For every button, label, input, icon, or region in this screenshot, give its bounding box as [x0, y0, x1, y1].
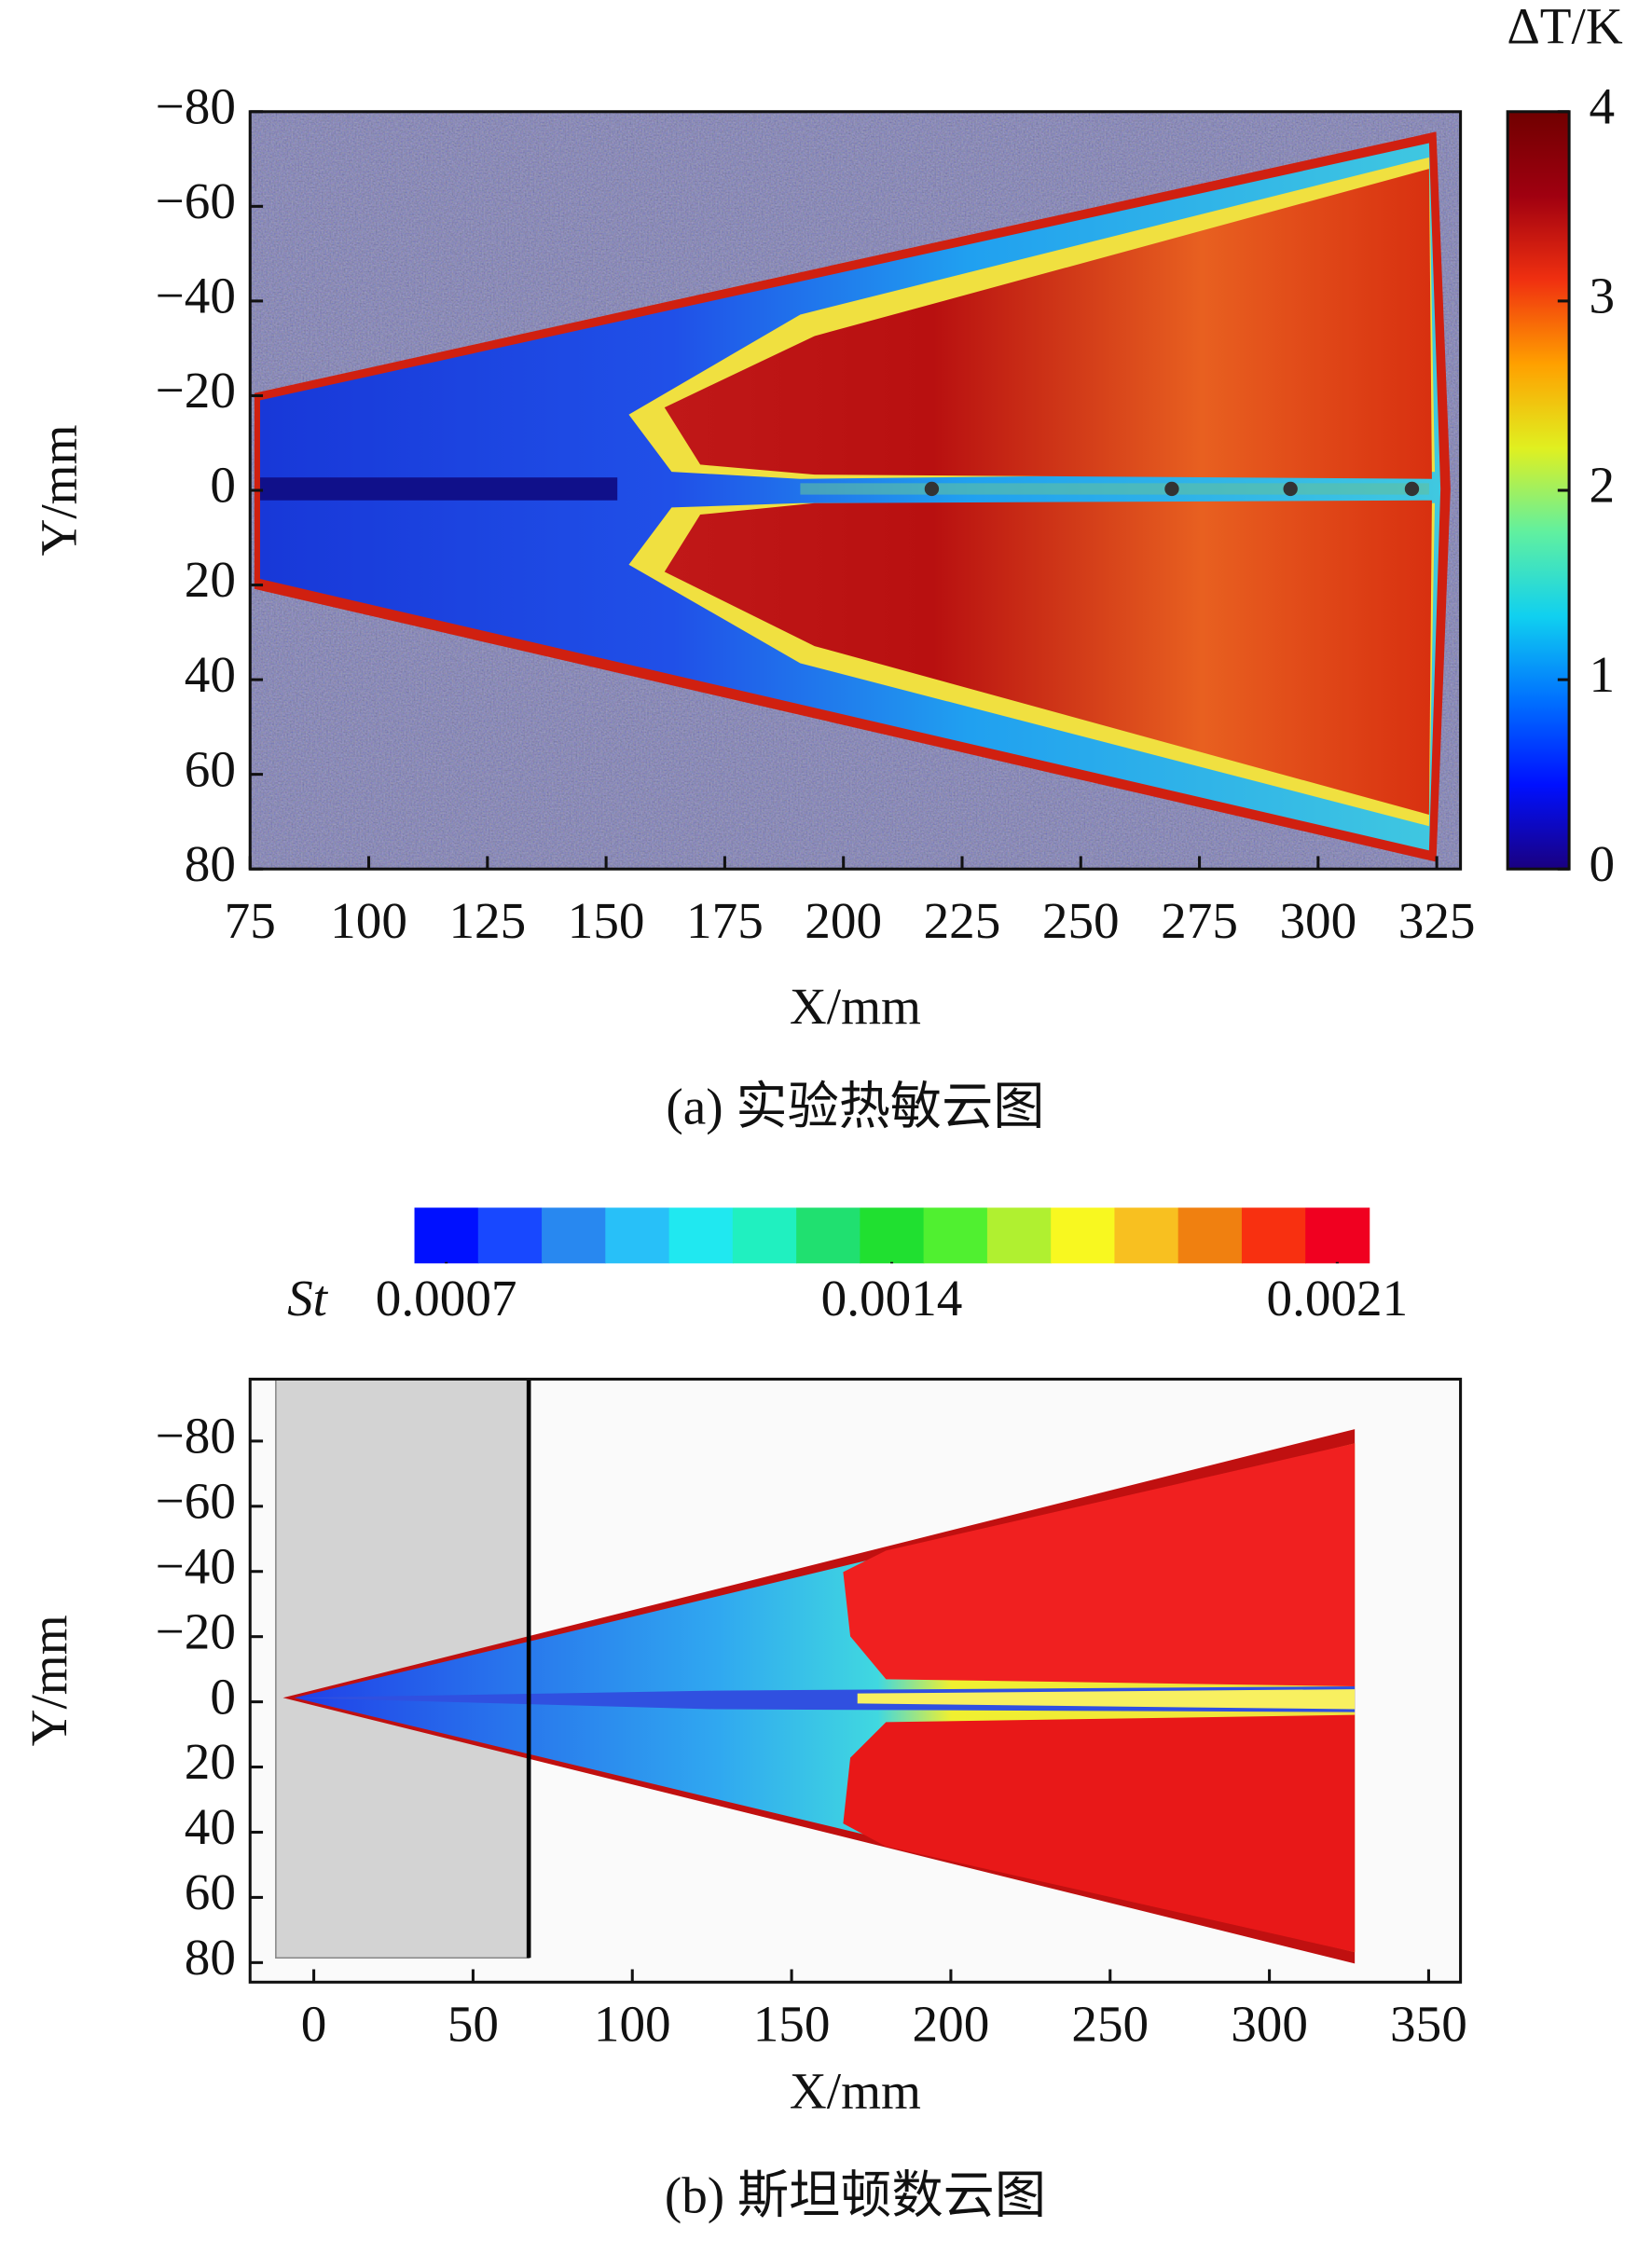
colorbar-band	[860, 1207, 925, 1264]
x-tick-label: 100	[330, 892, 407, 949]
caption: (a) 实验热敏云图	[666, 1078, 1044, 1134]
x-axis-label: X/mm	[790, 2063, 921, 2120]
colorbar-band	[668, 1207, 734, 1264]
colorbar-band	[477, 1207, 543, 1264]
y-tick-label: 60	[185, 740, 236, 797]
y-tick-label: 80	[185, 1929, 236, 1986]
y-tick-label: 0	[210, 457, 236, 514]
stanton-field	[250, 1378, 1461, 1983]
x-tick-label: 300	[1231, 1996, 1308, 2053]
x-tick-label: 250	[1042, 892, 1120, 949]
y-tick-label: −20	[156, 1602, 236, 1659]
colorbar-band	[542, 1207, 607, 1264]
colorbar-band	[732, 1207, 797, 1264]
colorbar-band	[1177, 1207, 1243, 1264]
x-axis-label: X/mm	[790, 978, 921, 1035]
y-tick-label: 20	[185, 551, 236, 608]
caption: (b) 斯坦顿数云图	[665, 2167, 1046, 2224]
y-tick-label: −20	[156, 362, 236, 419]
colorbar-band	[986, 1207, 1052, 1264]
x-tick-label: 350	[1390, 1996, 1467, 2053]
x-tick-label: 150	[753, 1996, 831, 2053]
colorbar-label: St	[287, 1270, 329, 1327]
x-tick-label: 0	[301, 1996, 327, 2053]
y-tick-label: −60	[156, 172, 236, 229]
y-tick-label: −40	[156, 1537, 236, 1594]
y-tick-label: 40	[185, 646, 236, 703]
y-tick-label: 60	[185, 1863, 236, 1920]
colorbar-tick-label: 3	[1590, 268, 1616, 324]
y-axis-label: Y/mm	[21, 1615, 77, 1746]
colorbar-band	[605, 1207, 670, 1264]
colorbar-tick-label: 4	[1590, 77, 1616, 134]
x-tick-label: 50	[447, 1996, 499, 2053]
colorbar-tick-label: 1	[1590, 646, 1616, 703]
colorbar-band	[1114, 1207, 1179, 1264]
y-tick-label: −60	[156, 1472, 236, 1529]
x-tick-label: 75	[225, 892, 276, 949]
colorbar-tick-label: 0.0014	[821, 1270, 963, 1327]
thermal-field	[250, 111, 1461, 870]
colorbar-tick-label: 0.0021	[1266, 1270, 1408, 1327]
colorbar-tick-label: 2	[1590, 457, 1616, 514]
x-tick-label: 200	[913, 1996, 990, 2053]
y-tick-label: 20	[185, 1733, 236, 1790]
colorbar-band	[1305, 1207, 1370, 1264]
colorbar-band	[1051, 1207, 1116, 1264]
x-tick-label: 150	[568, 892, 645, 949]
x-tick-label: 250	[1071, 1996, 1149, 2053]
y-tick-label: −80	[156, 1408, 236, 1464]
x-tick-label: 325	[1398, 892, 1476, 949]
x-tick-label: 275	[1161, 892, 1238, 949]
y-tick-label: 40	[185, 1798, 236, 1855]
x-tick-label: 200	[805, 892, 882, 949]
y-tick-label: 80	[185, 835, 236, 892]
x-tick-label: 100	[594, 1996, 671, 2053]
y-tick-label: −40	[156, 268, 236, 324]
colorbar-band	[923, 1207, 988, 1264]
colorbar-band	[414, 1207, 479, 1264]
colorbar-tick-label: 0.0007	[376, 1270, 517, 1327]
colorbar-band	[1241, 1207, 1306, 1264]
plot-frame	[248, 1377, 1463, 1984]
y-tick-label: 0	[210, 1668, 236, 1725]
y-tick-label: −80	[156, 77, 236, 134]
x-tick-label: 300	[1279, 892, 1356, 949]
x-tick-label: 125	[448, 892, 526, 949]
x-tick-label: 175	[686, 892, 764, 949]
colorbar-label: ΔT/K	[1507, 0, 1623, 55]
y-axis-label: Y/mm	[31, 424, 88, 556]
colorbar-tick-label: 0	[1590, 835, 1616, 892]
colorbar-band	[796, 1207, 861, 1264]
x-tick-label: 225	[924, 892, 1001, 949]
